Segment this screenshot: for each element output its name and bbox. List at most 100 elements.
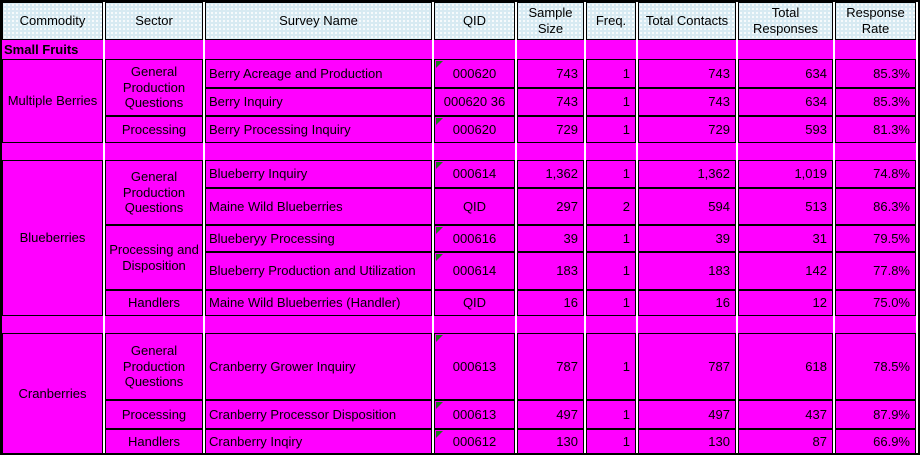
- cell-qid[interactable]: QID: [434, 290, 515, 316]
- cell-survey-name[interactable]: Maine Wild Blueberries: [205, 188, 432, 225]
- cell-survey-name[interactable]: Cranberry Processor Disposition: [205, 400, 432, 429]
- cell-total-contacts[interactable]: 787: [638, 333, 736, 400]
- cell-sample-size[interactable]: 297: [517, 188, 584, 225]
- cell-sector[interactable]: Handlers: [105, 290, 203, 316]
- empty-cell[interactable]: [434, 40, 515, 59]
- cell-total-responses[interactable]: 31: [738, 225, 833, 252]
- cell-qid[interactable]: 000616: [434, 225, 515, 252]
- cell-sector[interactable]: General Production Questions: [105, 59, 203, 116]
- header-cell-response-rate[interactable]: Response Rate: [835, 2, 916, 40]
- cell-commodity[interactable]: Blueberries: [2, 160, 103, 316]
- empty-cell[interactable]: [105, 40, 203, 59]
- cell-total-responses[interactable]: 437: [738, 400, 833, 429]
- empty-cell[interactable]: [2, 143, 103, 160]
- cell-qid[interactable]: 000620: [434, 116, 515, 143]
- cell-sector[interactable]: Processing and Disposition: [105, 225, 203, 290]
- empty-cell[interactable]: [586, 143, 636, 160]
- cell-sample-size[interactable]: 497: [517, 400, 584, 429]
- empty-cell[interactable]: [105, 316, 203, 333]
- cell-survey-name[interactable]: Maine Wild Blueberries (Handler): [205, 290, 432, 316]
- cell-freq[interactable]: 1: [586, 429, 636, 453]
- cell-freq[interactable]: 2: [586, 188, 636, 225]
- header-cell-sample-size[interactable]: Sample Size: [517, 2, 584, 40]
- cell-response-rate[interactable]: 74.8%: [835, 160, 916, 188]
- cell-commodity[interactable]: Cranberries: [2, 333, 103, 453]
- cell-total-responses[interactable]: 12: [738, 290, 833, 316]
- cell-total-responses[interactable]: 618: [738, 333, 833, 400]
- cell-survey-name[interactable]: Cranberry Inqiry: [205, 429, 432, 453]
- cell-sector[interactable]: General Production Questions: [105, 333, 203, 400]
- cell-total-contacts[interactable]: 16: [638, 290, 736, 316]
- cell-response-rate[interactable]: 66.9%: [835, 429, 916, 453]
- cell-response-rate[interactable]: 85.3%: [835, 59, 916, 88]
- cell-sample-size[interactable]: 183: [517, 252, 584, 290]
- cell-qid[interactable]: QID: [434, 188, 515, 225]
- empty-cell[interactable]: [105, 143, 203, 160]
- cell-sector[interactable]: Processing: [105, 400, 203, 429]
- cell-qid[interactable]: 000613: [434, 333, 515, 400]
- cell-total-contacts[interactable]: 497: [638, 400, 736, 429]
- cell-total-contacts[interactable]: 743: [638, 59, 736, 88]
- header-cell-survey-name[interactable]: Survey Name: [205, 2, 432, 40]
- empty-cell[interactable]: [638, 143, 736, 160]
- cell-sample-size[interactable]: 743: [517, 88, 584, 116]
- header-cell-freq[interactable]: Freq.: [586, 2, 636, 40]
- empty-cell[interactable]: [638, 316, 736, 333]
- cell-freq[interactable]: 1: [586, 290, 636, 316]
- cell-response-rate[interactable]: 75.0%: [835, 290, 916, 316]
- header-cell-sector[interactable]: Sector: [105, 2, 203, 40]
- cell-freq[interactable]: 1: [586, 116, 636, 143]
- cell-sector[interactable]: Handlers: [105, 429, 203, 453]
- empty-cell[interactable]: [738, 316, 833, 333]
- cell-commodity[interactable]: Multiple Berries: [2, 59, 103, 143]
- empty-cell[interactable]: [517, 143, 584, 160]
- cell-qid[interactable]: 000614: [434, 252, 515, 290]
- cell-survey-name[interactable]: Blueberry Production and Utilization: [205, 252, 432, 290]
- cell-total-contacts[interactable]: 130: [638, 429, 736, 453]
- cell-freq[interactable]: 1: [586, 333, 636, 400]
- cell-sector[interactable]: General Production Questions: [105, 160, 203, 225]
- cell-survey-name[interactable]: Cranberry Grower Inquiry: [205, 333, 432, 400]
- cell-response-rate[interactable]: 79.5%: [835, 225, 916, 252]
- empty-cell[interactable]: [835, 40, 916, 59]
- cell-survey-name[interactable]: Berry Acreage and Production: [205, 59, 432, 88]
- cell-total-contacts[interactable]: 743: [638, 88, 736, 116]
- cell-total-contacts[interactable]: 729: [638, 116, 736, 143]
- cell-freq[interactable]: 1: [586, 252, 636, 290]
- cell-total-contacts[interactable]: 1,362: [638, 160, 736, 188]
- empty-cell[interactable]: [738, 40, 833, 59]
- cell-response-rate[interactable]: 86.3%: [835, 188, 916, 225]
- header-cell-commodity[interactable]: Commodity: [2, 2, 103, 40]
- empty-cell[interactable]: [434, 143, 515, 160]
- cell-sample-size[interactable]: 39: [517, 225, 584, 252]
- cell-sample-size[interactable]: 16: [517, 290, 584, 316]
- cell-sample-size[interactable]: 729: [517, 116, 584, 143]
- cell-response-rate[interactable]: 85.3%: [835, 88, 916, 116]
- cell-sample-size[interactable]: 130: [517, 429, 584, 453]
- cell-sample-size[interactable]: 1,362: [517, 160, 584, 188]
- cell-total-responses[interactable]: 87: [738, 429, 833, 453]
- cell-response-rate[interactable]: 77.8%: [835, 252, 916, 290]
- cell-survey-name[interactable]: Berry Inquiry: [205, 88, 432, 116]
- empty-cell[interactable]: [205, 143, 432, 160]
- empty-cell[interactable]: [638, 40, 736, 59]
- header-cell-total-contacts[interactable]: Total Contacts: [638, 2, 736, 40]
- cell-qid[interactable]: 000620 36: [434, 88, 515, 116]
- cell-survey-name[interactable]: Blueberyy Processing: [205, 225, 432, 252]
- cell-survey-name[interactable]: Berry Processing Inquiry: [205, 116, 432, 143]
- empty-cell[interactable]: [2, 316, 103, 333]
- cell-total-responses[interactable]: 593: [738, 116, 833, 143]
- cell-freq[interactable]: 1: [586, 400, 636, 429]
- empty-cell[interactable]: [835, 143, 916, 160]
- empty-cell[interactable]: [586, 316, 636, 333]
- empty-cell[interactable]: [517, 316, 584, 333]
- cell-qid[interactable]: 000614: [434, 160, 515, 188]
- cell-freq[interactable]: 1: [586, 160, 636, 188]
- cell-freq[interactable]: 1: [586, 59, 636, 88]
- section-title-small-fruits[interactable]: Small Fruits: [2, 40, 103, 59]
- empty-cell[interactable]: [586, 40, 636, 59]
- cell-survey-name[interactable]: Blueberry Inquiry: [205, 160, 432, 188]
- cell-total-responses[interactable]: 142: [738, 252, 833, 290]
- cell-total-contacts[interactable]: 183: [638, 252, 736, 290]
- cell-qid[interactable]: 000613: [434, 400, 515, 429]
